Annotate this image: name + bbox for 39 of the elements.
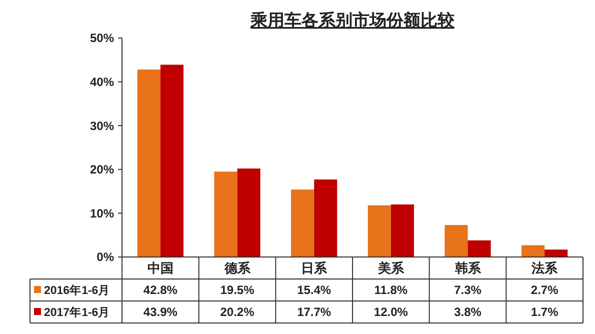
bar (522, 245, 545, 257)
y-tick-label: 30% (90, 118, 114, 133)
data-label: 2.7% (530, 283, 559, 298)
y-tick-label: 50% (90, 31, 114, 46)
bar (137, 70, 160, 257)
bar (468, 240, 491, 257)
data-label: 20.2% (220, 305, 255, 320)
y-tick-label: 0% (96, 250, 114, 264)
bar (291, 190, 314, 257)
bar (214, 172, 238, 257)
data-label: 42.8% (143, 283, 178, 298)
x-tick-label: 法系 (530, 260, 559, 276)
data-label: 11.8% (374, 283, 408, 298)
bar (390, 204, 414, 257)
data-label: 19.5% (220, 283, 255, 298)
legend-label: 2017年1-6月 (44, 305, 110, 320)
y-tick-label: 10% (90, 206, 114, 220)
x-tick-label: 美系 (376, 260, 405, 276)
bar (314, 179, 338, 257)
data-label: 15.4% (297, 283, 332, 298)
y-tick-label: 20% (90, 162, 114, 177)
bar (237, 168, 260, 257)
chart-title: 乘用车各系别市场份额比较 (250, 11, 456, 30)
bar (160, 64, 184, 257)
bar (544, 250, 568, 257)
data-label: 3.8% (454, 305, 482, 320)
data-label: 1.7% (530, 305, 559, 320)
bar (368, 205, 391, 257)
data-label: 12.0% (374, 305, 408, 320)
data-label: 7.3% (454, 283, 482, 298)
data-label: 43.9% (143, 305, 178, 320)
x-tick-label: 德系 (223, 260, 252, 276)
x-tick-label: 日系 (301, 260, 328, 276)
x-tick-label: 韩系 (454, 260, 482, 276)
legend-label: 2016年1-6月 (44, 283, 110, 298)
x-tick-label: 中国 (147, 260, 174, 276)
bar (444, 225, 468, 257)
data-label: 17.7% (297, 305, 332, 320)
y-tick-label: 40% (90, 75, 114, 89)
